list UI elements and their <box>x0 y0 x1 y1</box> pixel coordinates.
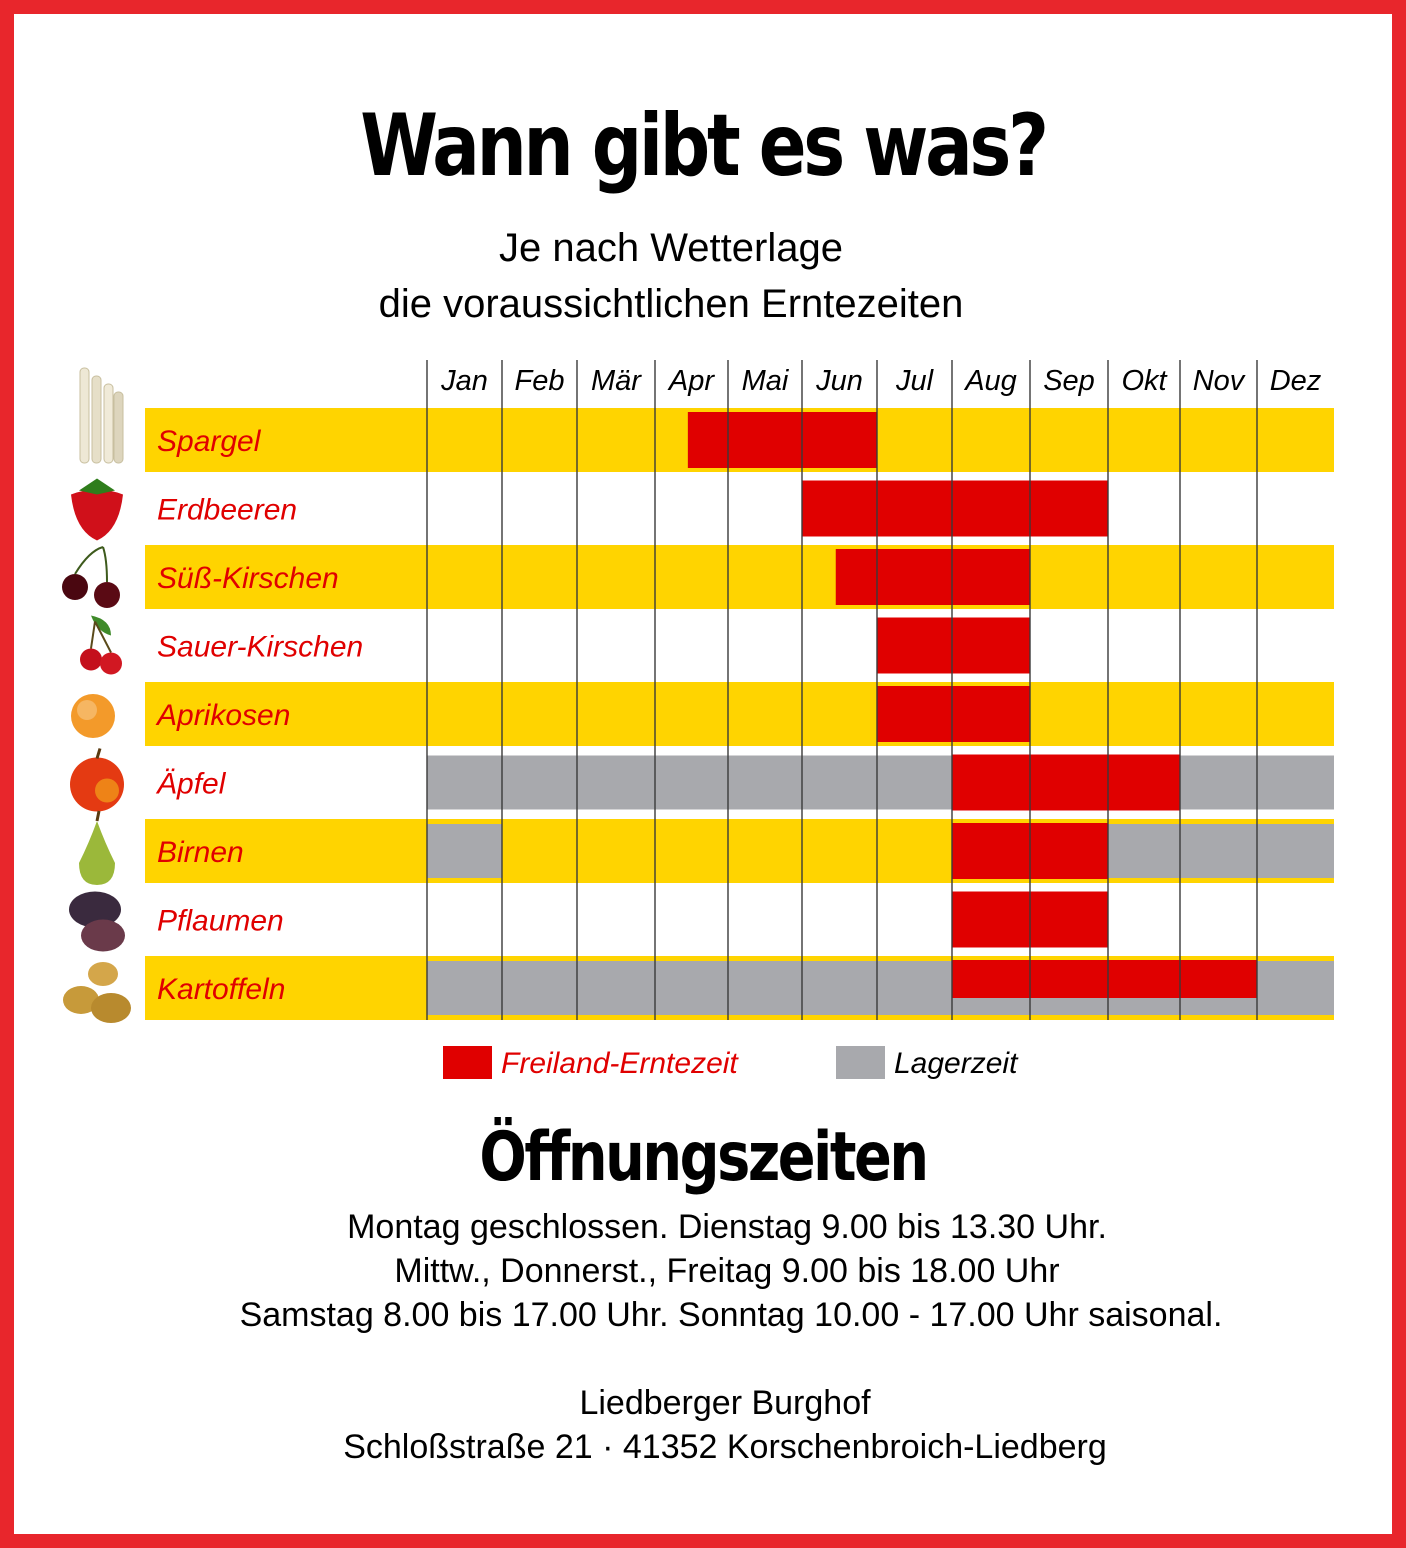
legend-label-freiland-erntezeit: Freiland-Erntezeit <box>501 1047 739 1080</box>
row-band-sauer-kirschen <box>145 613 1334 678</box>
month-label-0: Jan <box>440 365 488 397</box>
asparagus-icon <box>79 367 124 464</box>
harvest-bar-spargel-0 <box>687 412 877 468</box>
storage-bar-birnen-1 <box>1108 824 1334 878</box>
hours-line-weekday-2: Mittw., Donnerst., Freitag 9.00 bis 18.0… <box>394 1252 1060 1290</box>
legend-label-lagerzeit: Lagerzeit <box>894 1047 1019 1080</box>
harvest-bar-aprikosen-0 <box>877 686 1030 742</box>
sour-cherries-icon <box>80 615 122 675</box>
crop-label-suess-kirschen: Süß-Kirschen <box>157 562 339 595</box>
month-label-10: Nov <box>1193 365 1246 397</box>
harvest-bar-aepfel-0 <box>952 754 1180 811</box>
storage-bar-birnen-0 <box>427 824 502 878</box>
potatoes-icon <box>63 962 131 1023</box>
page-title: Wann gibt es was? <box>360 96 1049 196</box>
row-band-pflaumen <box>145 887 1334 952</box>
plums-icon <box>69 891 125 952</box>
crop-label-aprikosen: Aprikosen <box>155 699 290 732</box>
row-band-suess-kirschen <box>145 545 1334 609</box>
month-label-2: Mär <box>591 365 642 397</box>
month-label-3: Apr <box>667 365 715 397</box>
address-street: Schloßstraße 21 · 41352 Korschenbroich-L… <box>343 1428 1107 1466</box>
apricot-icon <box>71 694 115 738</box>
cherries-icon <box>62 546 120 608</box>
hours-line-weekend: Samstag 8.00 bis 17.00 Uhr. Sonntag 10.0… <box>239 1296 1223 1334</box>
crop-label-erdbeeren: Erdbeeren <box>157 494 297 527</box>
pear-icon <box>79 810 115 885</box>
row-band-aprikosen <box>145 682 1334 746</box>
crop-label-aepfel: Äpfel <box>155 768 227 801</box>
month-label-9: Okt <box>1121 365 1168 397</box>
crop-label-spargel: Spargel <box>157 425 262 458</box>
hours-line-weekday-1: Montag geschlossen. Dienstag 9.00 bis 13… <box>347 1208 1107 1246</box>
legend-swatch-freiland-erntezeit <box>443 1046 492 1079</box>
month-label-8: Sep <box>1043 365 1095 397</box>
harvest-bar-kartoffeln-0 <box>952 960 1257 998</box>
address-name: Liedberger Burghof <box>579 1384 871 1422</box>
crop-label-kartoffeln: Kartoffeln <box>157 973 285 1006</box>
month-label-1: Feb <box>515 365 565 397</box>
strawberry-icon <box>71 478 123 541</box>
harvest-calendar-chart: Jan Feb Mär Apr Mai Jun Jul Aug Sep Okt Nov Dez Spar… <box>62 360 1334 1080</box>
month-label-4: Mai <box>742 365 790 397</box>
crop-label-pflaumen: Pflaumen <box>157 905 284 938</box>
month-label-7: Aug <box>963 365 1017 397</box>
storage-bar-aepfel-0 <box>427 755 952 810</box>
harvest-bar-sauer-kirschen-0 <box>877 617 1030 674</box>
apple-icon <box>70 748 124 812</box>
subtitle-line-2: die voraussichtlichen Erntezeiten <box>378 282 964 326</box>
crop-label-sauer-kirschen: Sauer-Kirschen <box>157 631 363 664</box>
row-band-erdbeeren <box>145 476 1334 541</box>
month-label-5: Jun <box>815 365 863 397</box>
subtitle-line-1: Je nach Wetterlage <box>499 226 843 270</box>
opening-hours-title: Öffnungszeiten <box>479 1118 929 1197</box>
legend-swatch-lagerzeit <box>836 1046 885 1079</box>
month-label-11: Dez <box>1270 365 1322 397</box>
month-label-6: Jul <box>895 365 935 397</box>
crop-label-birnen: Birnen <box>157 836 244 869</box>
harvest-bar-suess-kirschen-0 <box>835 549 1030 605</box>
harvest-bar-erdbeeren-0 <box>802 480 1108 537</box>
